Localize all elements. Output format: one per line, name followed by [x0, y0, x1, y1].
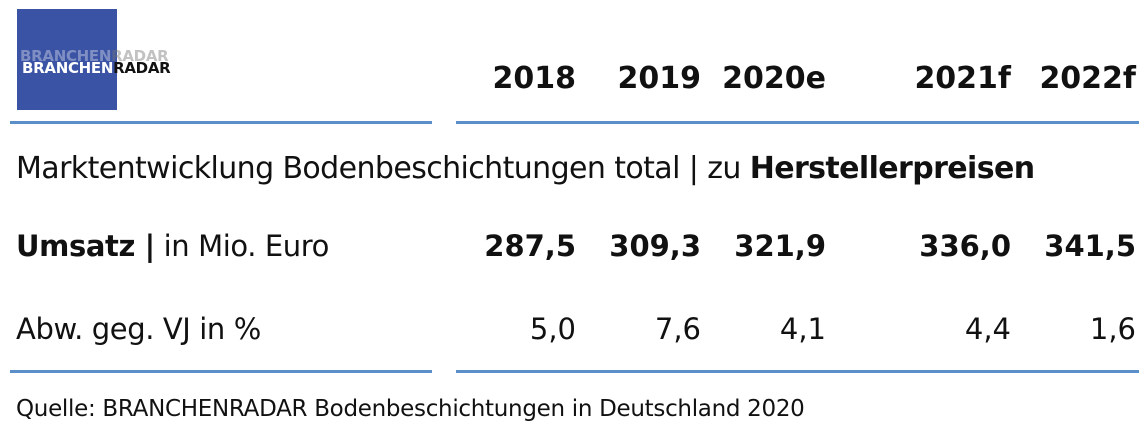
logo-part1: BRANCHEN: [22, 59, 114, 77]
abw-2018: 5,0: [529, 312, 576, 346]
bottom-rule-right: [456, 370, 1139, 373]
top-rule-left: [10, 121, 432, 124]
row-label-umsatz-bold: Umsatz |: [16, 229, 155, 263]
abw-2020e: 4,1: [779, 312, 826, 346]
title-bold: Herstellerpreisen: [749, 151, 1035, 186]
year-header-2021f: 2021f: [914, 61, 1011, 96]
logo-ghost-text: BRANCHENRADAR: [20, 47, 169, 65]
umsatz-2018: 287,5: [484, 229, 576, 263]
source-note: Quelle: BRANCHENRADAR Bodenbeschichtunge…: [16, 396, 805, 422]
abw-2019: 7,6: [654, 312, 701, 346]
row-label-umsatz-unit: in Mio. Euro: [154, 229, 330, 263]
year-header-2022f: 2022f: [1039, 61, 1136, 96]
logo-part2: RADAR: [113, 59, 171, 77]
umsatz-2019: 309,3: [609, 229, 701, 263]
abw-2021f: 4,4: [964, 312, 1011, 346]
umsatz-2020e: 321,9: [734, 229, 826, 263]
branchenradar-logo: BRANCHENRADAR BRANCHENRADAR: [17, 9, 171, 110]
top-rule-right: [456, 121, 1139, 124]
title-prefix: Marktentwicklung Bodenbeschichtungen tot…: [16, 151, 750, 186]
table-title: Marktentwicklung Bodenbeschichtungen tot…: [16, 151, 1035, 186]
umsatz-2021f: 336,0: [919, 229, 1011, 263]
logo-ghost-part2: RADAR: [111, 47, 169, 65]
logo-text: BRANCHENRADAR: [22, 59, 171, 77]
year-header-2018: 2018: [492, 61, 577, 96]
year-header-2020e: 2020e: [722, 61, 826, 96]
row-label-abweichung: Abw. geg. VJ in %: [16, 312, 261, 346]
logo-ghost-part1: BRANCHEN: [20, 47, 112, 65]
row-label-umsatz: Umsatz | in Mio. Euro: [16, 229, 329, 263]
bottom-rule-left: [10, 370, 432, 373]
umsatz-2022f: 341,5: [1044, 229, 1136, 263]
year-header-2019: 2019: [617, 61, 702, 96]
abw-2022f: 1,6: [1089, 312, 1136, 346]
